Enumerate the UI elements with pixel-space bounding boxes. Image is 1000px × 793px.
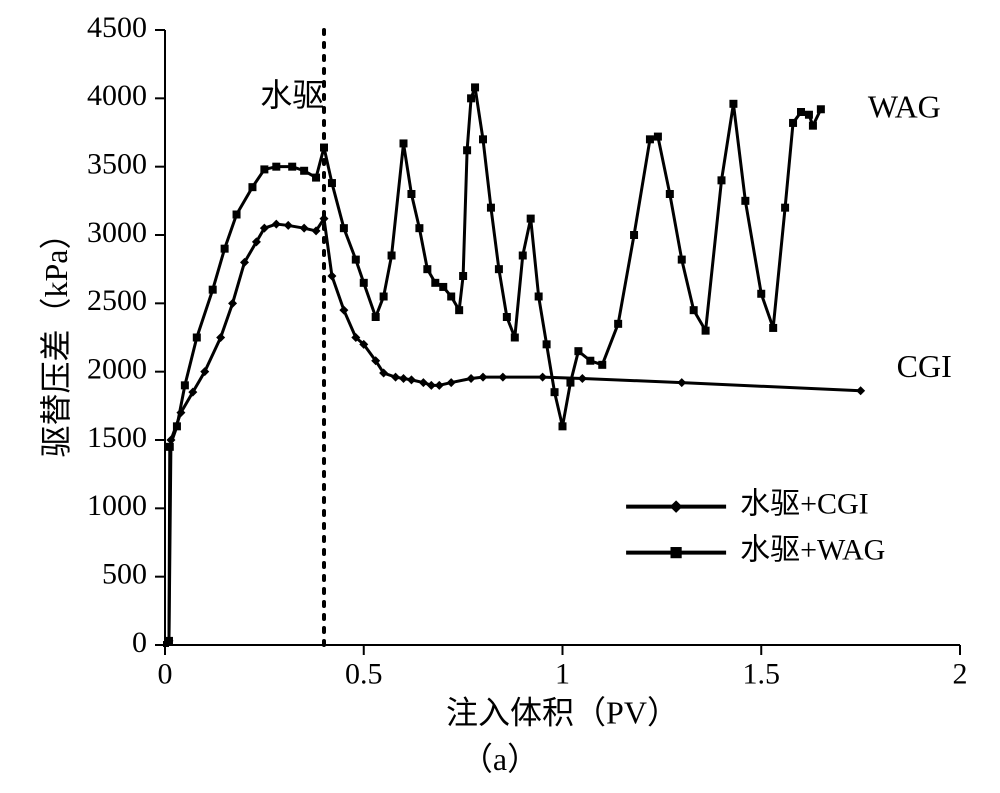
annotation-label: WAG [868,88,941,124]
series-wag-marker [630,231,638,239]
series-wag-marker [248,183,256,191]
series-wag-marker [471,83,479,91]
series-wag-marker [467,94,475,102]
legend-swatch-marker [671,547,682,558]
series-wag-marker [503,313,511,321]
x-tick-label: 2 [953,658,968,691]
series-wag-marker [805,111,813,119]
annotation-label: 水驱 [260,77,324,113]
series-wag-marker [165,637,173,645]
series-wag-marker [340,224,348,232]
series-wag-marker [566,379,574,387]
series-wag-marker [431,279,439,287]
y-axis-label: 驱替压差（kPa） [38,217,74,457]
x-tick-label: 1.5 [743,658,781,691]
series-wag-marker [415,224,423,232]
y-tick-label: 500 [102,558,147,591]
series-wag-marker [678,256,686,264]
series-wag-marker [455,306,463,314]
series-wag-marker [447,293,455,301]
series-wag-marker [260,165,268,173]
y-tick-label: 4000 [87,79,147,112]
series-wag-marker [380,293,388,301]
series-wag-marker [209,286,217,294]
series-wag-marker [646,135,654,143]
series-wag-marker [543,340,551,348]
series-wag-marker [479,135,487,143]
series-wag-marker [495,265,503,273]
series-wag-marker [781,204,789,212]
series-wag-marker [312,174,320,182]
series-wag-marker [181,381,189,389]
series-wag-marker [407,190,415,198]
y-tick-label: 3000 [87,216,147,249]
series-wag-marker [809,122,817,130]
y-tick-label: 1000 [87,489,147,522]
series-wag-marker [666,190,674,198]
series-wag-marker [388,252,396,260]
series-wag-marker [586,357,594,365]
series-wag-marker [535,293,543,301]
series-wag-marker [320,144,328,152]
series-wag-marker [519,252,527,260]
series-wag-marker [372,313,380,321]
series-wag-marker [352,256,360,264]
chart-bg [0,0,1000,793]
series-wag-marker [702,327,710,335]
series-wag-marker [166,443,174,451]
series-wag-marker [288,163,296,171]
series-wag-marker [551,388,559,396]
series-wag-marker [439,283,447,291]
series-wag-marker [718,176,726,184]
figure-caption: （a） [461,741,539,777]
series-wag-marker [173,422,181,430]
y-tick-label: 0 [132,626,147,659]
x-tick-label: 0 [158,658,173,691]
series-wag-marker [654,133,662,141]
series-wag-marker [221,245,229,253]
series-wag-marker [459,272,467,280]
series-wag-marker [272,163,280,171]
series-wag-marker [789,119,797,127]
y-tick-label: 2000 [87,353,147,386]
series-wag-marker [574,347,582,355]
series-wag-marker [193,334,201,342]
series-wag-marker [400,139,408,147]
x-tick-label: 1 [555,658,570,691]
series-wag-marker [423,265,431,273]
legend-label: 水驱+CGI [740,488,869,521]
series-wag-marker [797,108,805,116]
series-wag-marker [511,334,519,342]
series-wag-marker [757,290,765,298]
chart-svg: 0 500 1000 1500 2000 2500 3000 3500 4000 4500 0 0.5… [0,0,1000,793]
legend-label: 水驱+WAG [740,534,885,567]
series-wag-marker [527,215,535,223]
series-wag-marker [233,211,241,219]
series-wag-marker [741,197,749,205]
series-wag-marker [598,361,606,369]
series-wag-marker [729,100,737,108]
series-wag-marker [690,306,698,314]
series-wag-marker [328,179,336,187]
series-wag-marker [614,320,622,328]
y-tick-label: 4500 [87,11,147,44]
series-wag-marker [817,105,825,113]
annotation-label: CGI [897,348,952,384]
x-axis-label: 注入体积（PV） [446,695,679,731]
series-wag-marker [487,204,495,212]
y-tick-label: 2500 [87,284,147,317]
y-tick-label: 3500 [87,148,147,181]
series-wag-marker [300,167,308,175]
series-wag-marker [769,324,777,332]
series-wag-marker [360,279,368,287]
y-tick-label: 1500 [87,421,147,454]
series-wag-marker [463,146,471,154]
x-tick-label: 0.5 [345,658,383,691]
series-wag-marker [559,422,567,430]
